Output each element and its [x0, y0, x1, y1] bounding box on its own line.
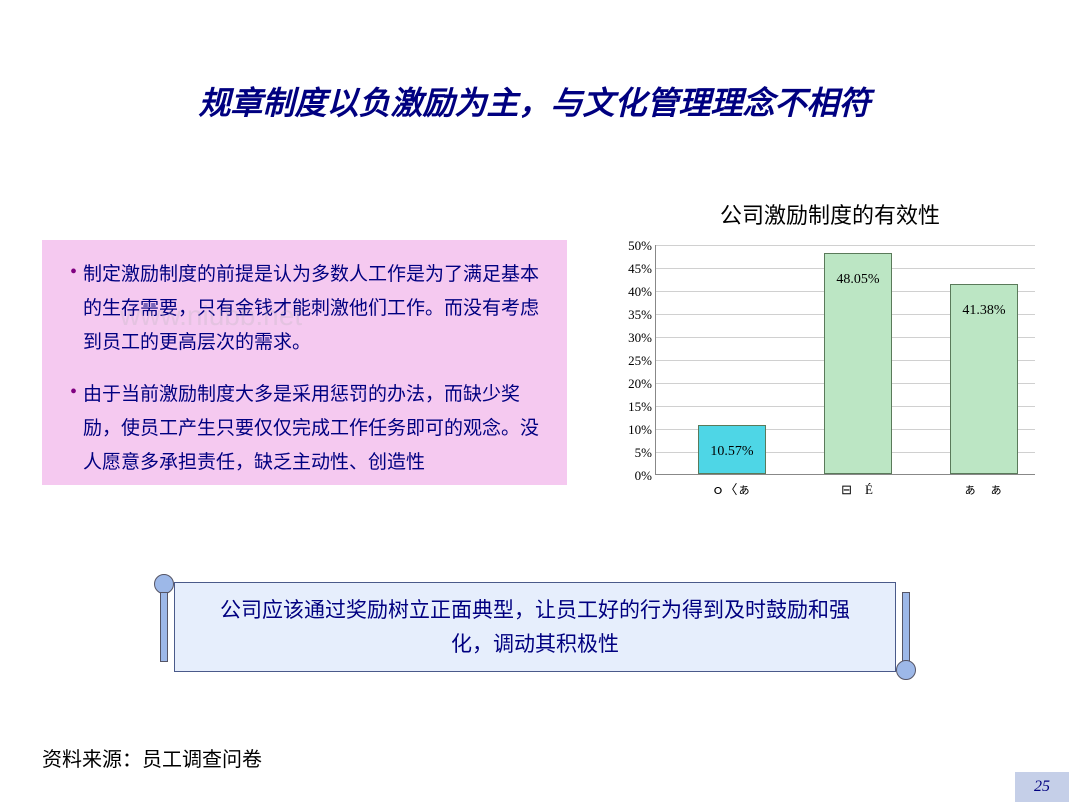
chart-y-tick-label: 35% — [612, 307, 652, 323]
bullet-dot-icon: • — [70, 258, 77, 360]
chart-y-tick-label: 50% — [612, 238, 652, 254]
callout-box: 公司应该通过奖励树立正面典型，让员工好的行为得到及时鼓励和强化，调动其积极性 — [174, 582, 896, 672]
chart-bar-value: 48.05% — [824, 272, 892, 288]
source-citation: 资料来源：员工调查问卷 — [42, 743, 262, 772]
chart-y-tick-label: 40% — [612, 284, 652, 300]
chart-y-tick-label: 25% — [612, 353, 652, 369]
chart-y-tick-label: 45% — [612, 261, 652, 277]
chart-y-tick-label: 10% — [612, 422, 652, 438]
callout-scroll: 公司应该通过奖励树立正面典型，让员工好的行为得到及时鼓励和强化，调动其积极性 — [150, 582, 920, 672]
bullet-box: • 制定激励制度的前提是认为多数人工作是为了满足基本的生存需要，只有金钱才能刺激… — [42, 240, 567, 485]
bullet-item: • 制定激励制度的前提是认为多数人工作是为了满足基本的生存需要，只有金钱才能刺激… — [70, 258, 547, 360]
chart-y-tick-label: 0% — [612, 468, 652, 484]
chart-x-tick-label: ぁ ぁ — [949, 479, 1017, 498]
chart-y-tick-label: 30% — [612, 330, 652, 346]
chart-plot-area: 10.57% 48.05% 41.38% — [655, 245, 1035, 475]
chart-y-tick-label: 5% — [612, 445, 652, 461]
scroll-ornament-right-icon — [892, 582, 920, 672]
chart-title: 公司激励制度的有效性 — [620, 198, 1040, 230]
chart-bar-value: 10.57% — [698, 444, 766, 460]
chart-gridline — [656, 245, 1035, 246]
chart-x-tick-label: ⊟ É — [823, 479, 891, 498]
chart-x-tick-label: ｏ〈ぁ — [697, 479, 765, 498]
bullet-text: 制定激励制度的前提是认为多数人工作是为了满足基本的生存需要，只有金钱才能刺激他们… — [83, 258, 547, 360]
page-number: 25 — [1015, 772, 1069, 802]
bullet-item: • 由于当前激励制度大多是采用惩罚的办法，而缺少奖励，使员工产生只要仅仅完成工作… — [70, 378, 547, 480]
bar-chart: 10.57% 48.05% 41.38% 0% 5% 10% 15% 20% 25% 30% 35… — [605, 235, 1040, 505]
slide-title: 规章制度以负激励为主，与文化管理理念不相符 — [0, 78, 1069, 124]
chart-y-tick-label: 20% — [612, 376, 652, 392]
bullet-text: 由于当前激励制度大多是采用惩罚的办法，而缺少奖励，使员工产生只要仅仅完成工作任务… — [83, 378, 547, 480]
bullet-dot-icon: • — [70, 378, 77, 480]
chart-y-tick-label: 15% — [612, 399, 652, 415]
callout-text: 公司应该通过奖励树立正面典型，让员工好的行为得到及时鼓励和强化，调动其积极性 — [205, 593, 865, 661]
chart-bar-value: 41.38% — [950, 303, 1018, 319]
